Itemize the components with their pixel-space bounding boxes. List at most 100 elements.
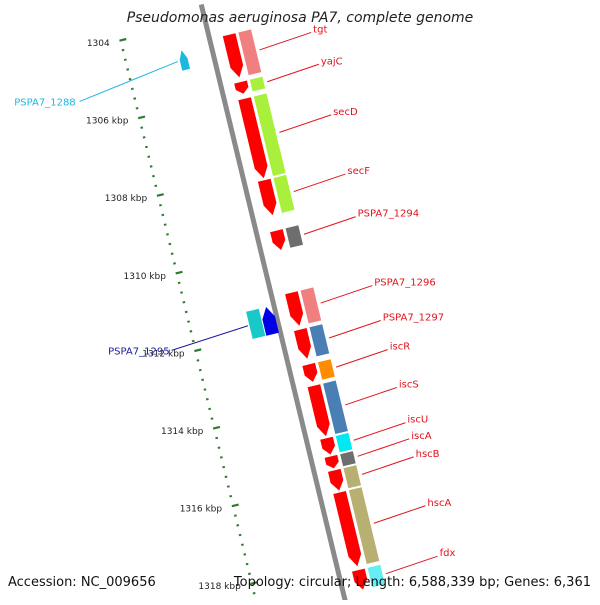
ruler-major-tick [232, 505, 239, 507]
cog-block-iscR [318, 359, 335, 380]
cog-block-yajC [250, 77, 265, 92]
ruler-minor-tick [246, 564, 248, 565]
ruler-minor-tick [204, 389, 206, 390]
ruler-minor-tick [225, 477, 227, 478]
feature-label-layer: PSPA7_1288 tgt yajC secD secF PSPA7_1294 PSPA7… [14, 24, 455, 573]
feature-label-tgt: tgt [313, 24, 327, 35]
label-leader-PSPA7_1296 [321, 286, 373, 303]
feature-label-secF: secF [347, 166, 370, 177]
ruler-major-tick [157, 194, 164, 196]
ruler-tick-layer: 13041306 kbp1308 kbp1310 kbp1312 kbp1314… [86, 39, 260, 600]
cds-arrow-secF [258, 179, 277, 215]
cog-block-PSPA7_1297 [310, 324, 330, 356]
ruler-minor-tick [222, 467, 224, 468]
ruler-minor-tick [211, 418, 213, 419]
ruler-minor-tick [171, 253, 173, 254]
ruler-minor-tick [164, 224, 166, 225]
genome-stats-text: Topology: circular; Length: 6,588,339 bp… [234, 575, 591, 590]
ruler-minor-tick [229, 496, 231, 497]
cog-block-PSPA7_1295 [246, 309, 265, 339]
cds-arrow-PSPA7_1296 [285, 291, 303, 326]
ruler-minor-tick [220, 457, 222, 458]
ruler-minor-tick [152, 176, 154, 177]
ruler-tick-label: 1310 kbp [124, 272, 167, 282]
feature-label-iscR: iscR [390, 342, 410, 353]
genome-title: Pseudomonas aeruginosa PA7, complete gen… [0, 10, 600, 26]
label-leader-secF [294, 174, 346, 191]
label-leader-hscA [374, 506, 426, 523]
ruler-minor-tick [162, 215, 164, 216]
feature-label-hscB: hscB [416, 449, 440, 460]
ruler-minor-tick [185, 312, 187, 313]
ruler-minor-tick [180, 292, 182, 293]
label-leader-PSPA7_1288 [80, 61, 178, 101]
feature-label-iscS: iscS [399, 379, 419, 390]
feature-label-hscA: hscA [427, 498, 451, 509]
cds-arrow-PSPA7_1288 [180, 50, 190, 70]
label-leader-tgt [260, 32, 312, 49]
label-leader-hscB [362, 457, 414, 474]
ruler-minor-tick [208, 409, 210, 410]
ruler-minor-tick [131, 89, 133, 90]
label-leader-iscA [358, 439, 410, 456]
ruler-minor-tick [199, 370, 201, 371]
ruler-minor-tick [190, 331, 192, 332]
label-leader-yajC [267, 64, 319, 81]
label-leader-iscR [336, 350, 388, 367]
ruler-minor-tick [178, 283, 180, 284]
ruler-minor-tick [143, 137, 145, 138]
ruler-minor-tick [134, 98, 136, 99]
ruler-minor-tick [183, 302, 185, 303]
feature-label-PSPA7_1296: PSPA7_1296 [374, 278, 435, 289]
feature-label-secD: secD [333, 107, 358, 118]
feature-label-iscA: iscA [411, 431, 431, 442]
label-leader-PSPA7_1294 [304, 217, 356, 234]
genome-backbone [201, 4, 348, 600]
label-leader-PSPA7_1297 [329, 321, 381, 338]
ruler-minor-tick [239, 535, 241, 536]
ruler-minor-tick [145, 147, 147, 148]
ruler-minor-tick [237, 525, 239, 526]
label-leader-secD [279, 115, 331, 132]
feature-label-PSPA7_1294: PSPA7_1294 [358, 209, 419, 220]
cog-block-PSPA7_1296 [301, 287, 322, 323]
ruler-minor-tick [227, 486, 229, 487]
label-leader-iscS [345, 387, 397, 404]
ruler-major-tick [194, 349, 201, 351]
ruler-minor-tick [248, 574, 250, 575]
ruler-tick-label: 1306 kbp [86, 117, 129, 127]
ruler-minor-tick [253, 593, 255, 594]
cds-arrow-tgt [223, 33, 243, 77]
feature-label-PSPA7_1297: PSPA7_1297 [383, 313, 444, 324]
ruler-minor-tick [201, 380, 203, 381]
cds-arrow-PSPA7_1294 [270, 229, 285, 250]
ruler-minor-tick [155, 186, 157, 187]
ruler-minor-tick [192, 341, 194, 342]
feature-label-PSPA7_1295: PSPA7_1295 [108, 346, 169, 357]
feature-label-fdx: fdx [440, 548, 456, 559]
cds-arrow-hscB [328, 469, 343, 491]
cog-block-hscB [344, 465, 362, 488]
cds-arrow-yajC [234, 81, 248, 94]
ruler-tick-label: 1308 kbp [105, 194, 148, 204]
backbone-layer [201, 4, 348, 600]
ruler-major-tick [176, 272, 183, 274]
ruler-major-tick [213, 427, 220, 429]
feature-label-PSPA7_1288: PSPA7_1288 [14, 97, 75, 108]
ruler-minor-tick [173, 263, 175, 264]
cog-block-iscU [336, 433, 353, 452]
ruler-minor-tick [136, 108, 138, 109]
ruler-minor-tick [218, 447, 220, 448]
feature-label-yajC: yajC [321, 56, 343, 67]
ruler-minor-tick [241, 544, 243, 545]
label-leader-fdx [386, 556, 438, 573]
cds-arrow-iscA [325, 455, 339, 469]
ruler-minor-tick [197, 360, 199, 361]
ruler-minor-tick [215, 438, 217, 439]
ruler-minor-tick [122, 50, 124, 51]
accession-text: Accession: NC_009656 [8, 575, 156, 590]
ruler-minor-tick [187, 321, 189, 322]
cog-block-PSPA7_1294 [286, 225, 303, 248]
ruler-minor-tick [166, 234, 168, 235]
